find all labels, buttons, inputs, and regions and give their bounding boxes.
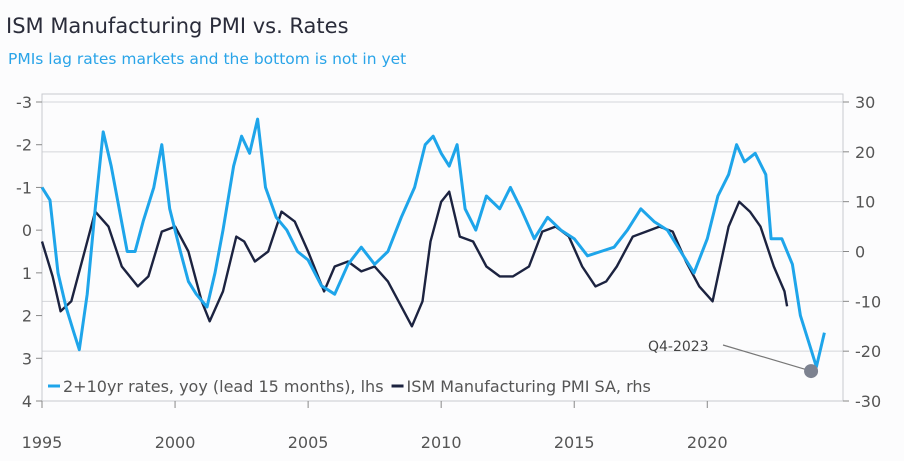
left-tick-label: 4 bbox=[22, 392, 32, 411]
legend-label: 2+10yr rates, yoy (lead 15 months), lhs bbox=[63, 377, 384, 396]
series-line bbox=[40, 117, 826, 369]
annotation-marker bbox=[804, 364, 819, 379]
left-tick-label: -3 bbox=[16, 93, 32, 112]
right-tick-label: 10 bbox=[855, 193, 875, 212]
right-tick-label: -10 bbox=[855, 292, 881, 311]
annotation-label: Q4-2023 bbox=[648, 339, 709, 355]
x-tick-label: 2000 bbox=[155, 433, 196, 452]
right-tick-label: -30 bbox=[855, 392, 881, 411]
x-tick-label: 2020 bbox=[687, 433, 728, 452]
x-tick-label: 2005 bbox=[288, 433, 329, 452]
chart-subtitle: PMIs lag rates markets and the bottom is… bbox=[8, 50, 407, 68]
series-line bbox=[40, 190, 789, 328]
right-tick-label: -20 bbox=[855, 342, 881, 361]
annotation-leader bbox=[722, 344, 812, 372]
left-tick-label: -1 bbox=[16, 178, 32, 197]
left-tick-label: -2 bbox=[16, 136, 32, 155]
x-tick-label: 2010 bbox=[421, 433, 462, 452]
left-tick-label: 3 bbox=[22, 349, 32, 368]
x-tick-label: 2015 bbox=[554, 433, 595, 452]
right-tick-label: 0 bbox=[855, 243, 865, 262]
left-tick-label: 2 bbox=[22, 307, 32, 326]
right-tick-label: 20 bbox=[855, 143, 875, 162]
left-tick-label: 1 bbox=[22, 264, 32, 283]
legend-label: ISM Manufacturing PMI SA, rhs bbox=[407, 377, 651, 396]
x-tick-label: 1995 bbox=[22, 433, 63, 452]
plot-frame bbox=[41, 93, 844, 402]
right-tick-label: 30 bbox=[855, 93, 875, 112]
chart-title: ISM Manufacturing PMI vs. Rates bbox=[6, 14, 349, 38]
left-tick-label: 0 bbox=[22, 221, 32, 240]
